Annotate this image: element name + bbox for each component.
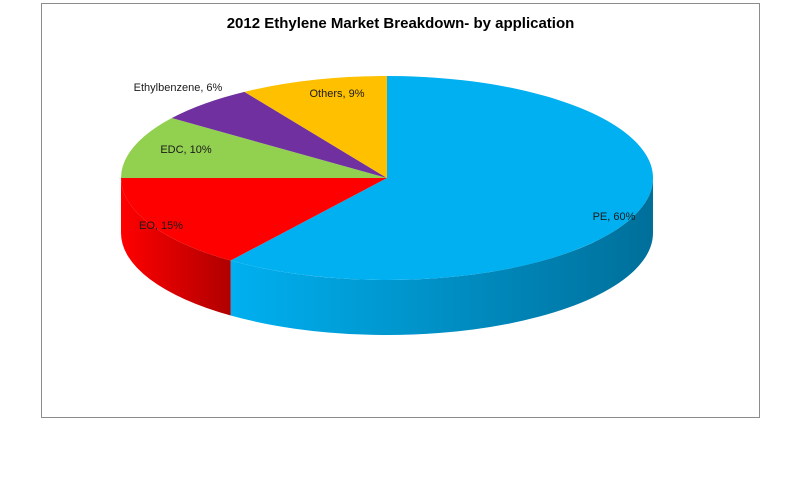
pie-side-walls — [120, 178, 654, 336]
data-label-pe: PE, 60% — [593, 211, 636, 223]
pie-slice-edc — [121, 118, 387, 178]
pie-slice-eo — [120, 178, 387, 261]
pie-side-eo — [120, 178, 231, 316]
data-label-eo: EO, 15% — [139, 220, 183, 232]
pie-side-pe — [230, 178, 654, 336]
data-label-ethylbenzene: Ethylbenzene, 6% — [134, 82, 223, 94]
pie-top-faces — [120, 76, 653, 280]
data-label-edc: EDC, 10% — [160, 144, 212, 156]
pie-slice-ethylbenzene — [171, 91, 387, 178]
data-label-others: Others, 9% — [309, 88, 364, 100]
chart-title: 2012 Ethylene Market Breakdown- by appli… — [226, 15, 575, 32]
pie-slice-others — [244, 76, 387, 178]
pie-slice-pe — [230, 76, 653, 280]
